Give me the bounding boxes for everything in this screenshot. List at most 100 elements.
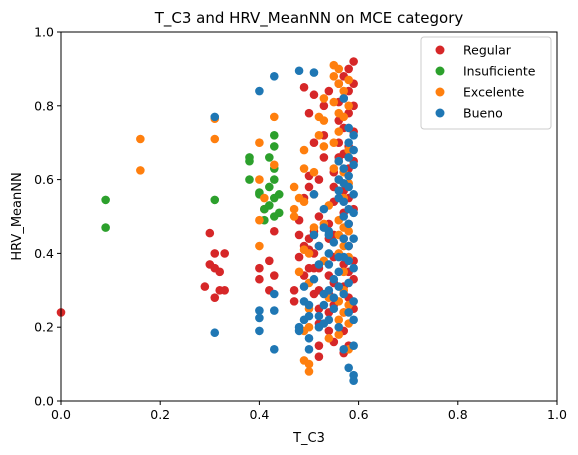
data-point <box>334 322 344 332</box>
data-point <box>349 263 358 273</box>
data-point <box>289 286 299 295</box>
data-point <box>304 322 314 332</box>
data-point <box>255 215 264 225</box>
x-tick-label: 0.6 <box>349 407 369 422</box>
data-point <box>309 138 319 147</box>
data-point <box>324 249 334 258</box>
data-point <box>319 116 329 125</box>
data-point <box>344 363 353 373</box>
data-point <box>319 153 329 162</box>
data-point <box>349 57 358 66</box>
data-point <box>349 297 358 306</box>
data-point <box>324 333 334 343</box>
data-point <box>269 142 279 151</box>
data-point <box>255 263 264 273</box>
data-point <box>136 166 145 175</box>
x-tick-label: 0.0 <box>51 407 71 422</box>
data-point <box>329 138 339 147</box>
data-point <box>210 195 220 205</box>
legend-marker <box>435 66 445 76</box>
data-point <box>334 156 344 166</box>
data-point <box>269 112 279 122</box>
data-point <box>245 175 254 184</box>
x-tick-label: 1.0 <box>547 407 567 422</box>
data-point <box>329 304 339 314</box>
data-point <box>339 86 349 96</box>
data-point <box>324 315 334 325</box>
series-bueno <box>210 66 358 386</box>
data-point <box>200 282 210 291</box>
data-point <box>329 71 339 81</box>
data-point <box>349 160 358 170</box>
y-tick-label: 0.6 <box>34 172 54 187</box>
data-point <box>344 226 353 236</box>
data-point <box>289 297 299 306</box>
data-point <box>299 164 309 173</box>
legend-marker <box>435 45 445 55</box>
data-point <box>309 68 319 77</box>
data-point <box>294 267 304 277</box>
data-point <box>210 134 220 144</box>
data-point <box>314 341 324 350</box>
data-point <box>314 241 324 251</box>
data-point <box>339 234 349 243</box>
data-point <box>274 190 284 199</box>
data-point <box>304 300 314 310</box>
data-point <box>210 328 220 338</box>
data-point <box>269 289 279 299</box>
data-point <box>210 112 220 122</box>
data-point <box>309 167 319 177</box>
data-point <box>344 278 353 288</box>
data-point <box>344 123 353 133</box>
data-point <box>304 182 314 192</box>
data-point <box>349 315 358 325</box>
data-point <box>334 186 344 195</box>
data-point <box>299 197 309 207</box>
data-point <box>309 190 319 199</box>
data-point <box>344 64 353 74</box>
data-point <box>329 164 339 173</box>
data-point <box>339 94 349 103</box>
x-tick-label: 0.2 <box>150 407 170 422</box>
data-point <box>269 226 279 236</box>
data-point <box>245 153 254 162</box>
data-point <box>344 138 353 147</box>
data-point <box>299 83 309 92</box>
data-point <box>349 341 358 350</box>
data-point <box>269 160 279 170</box>
data-point <box>210 293 220 302</box>
data-point <box>339 345 349 354</box>
data-point <box>344 256 353 266</box>
data-point <box>319 101 329 111</box>
data-point <box>344 101 353 111</box>
data-point <box>269 306 279 315</box>
data-point <box>339 164 349 173</box>
legend: Regular Insuficiente Excelente Bueno <box>420 36 552 130</box>
y-tick-label: 0.2 <box>34 320 54 335</box>
data-point <box>334 127 344 136</box>
data-point <box>349 208 358 218</box>
data-point <box>255 241 264 251</box>
data-point <box>265 256 274 266</box>
data-point <box>334 79 344 88</box>
legend-label: Bueno <box>463 106 503 121</box>
x-tick-label: 0.8 <box>448 407 468 422</box>
data-point <box>349 190 358 199</box>
data-point <box>299 145 309 155</box>
data-point <box>339 112 349 122</box>
data-point <box>329 238 339 247</box>
data-point <box>319 94 329 103</box>
legend-label: Regular <box>463 43 512 58</box>
legend-label: Excelente <box>463 85 525 100</box>
data-point <box>324 86 334 96</box>
data-point <box>319 142 329 151</box>
data-point <box>344 171 353 181</box>
data-point <box>309 90 319 100</box>
data-point <box>304 359 314 369</box>
data-point <box>220 286 229 295</box>
points-layer <box>56 57 358 386</box>
y-axis: 0.0 0.2 0.4 0.6 0.8 1.0 <box>34 25 61 409</box>
data-point <box>265 201 274 210</box>
data-point <box>314 260 324 269</box>
data-point <box>349 370 358 380</box>
